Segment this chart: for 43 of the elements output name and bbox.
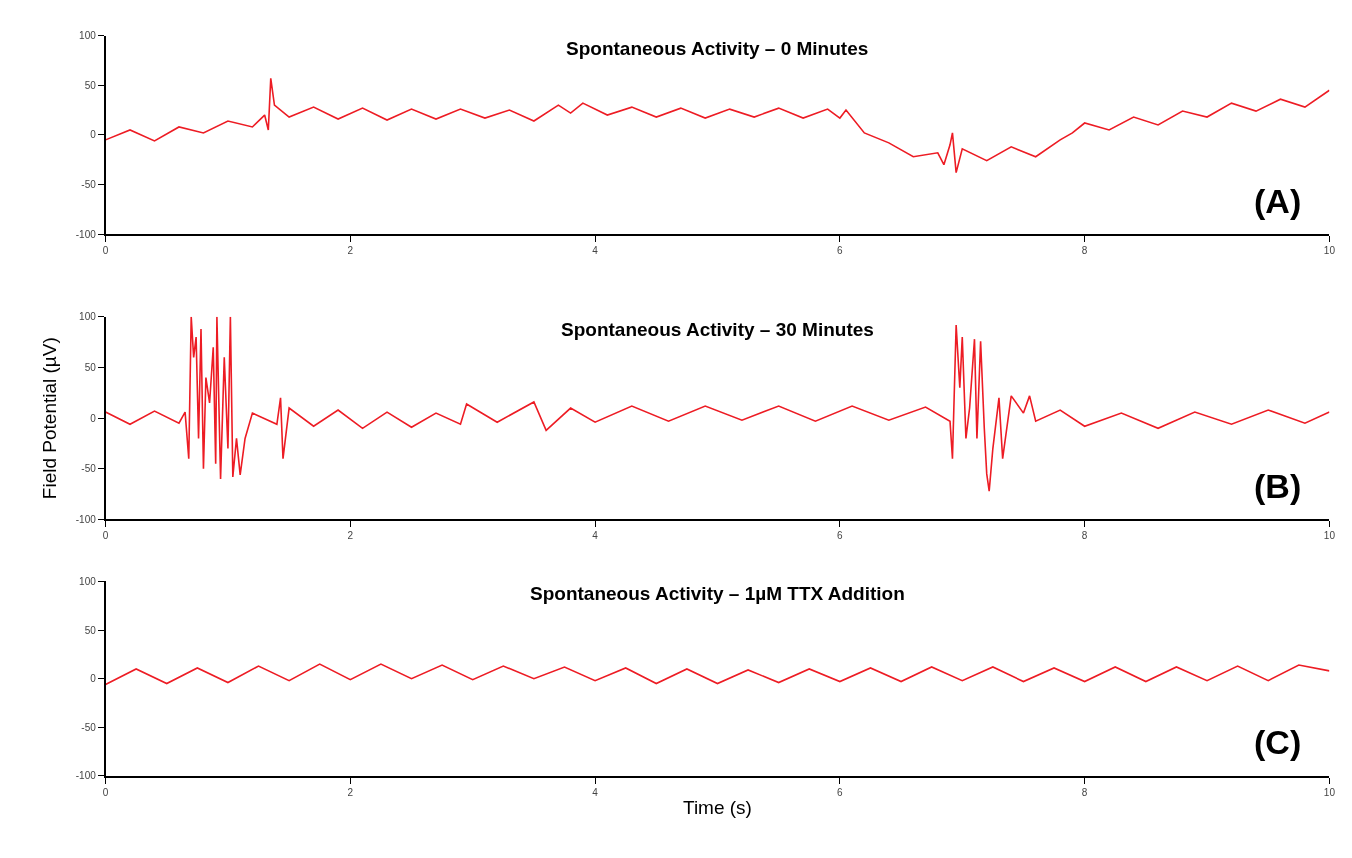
x-tick-label: 0 <box>102 244 109 256</box>
x-tick-label: 8 <box>1081 244 1088 256</box>
y-tick-label: -50 <box>81 463 97 475</box>
y-tick-label: 50 <box>84 79 97 91</box>
y-tick-label: -100 <box>75 513 97 525</box>
x-tick-label: 4 <box>592 244 599 256</box>
x-tick-label: 2 <box>347 530 354 542</box>
x-tick-label: 6 <box>837 244 844 256</box>
annotation: (C) <box>1254 723 1302 761</box>
y-tick-label: 100 <box>79 311 97 323</box>
x-tick-label: 8 <box>1081 786 1088 798</box>
x-tick-label: 4 <box>592 786 599 798</box>
x-tick-label: 10 <box>1323 530 1336 542</box>
y-tick-label: 50 <box>84 362 97 374</box>
y-tick-label: 100 <box>79 30 97 42</box>
x-axis-title: Time (s) <box>683 796 752 818</box>
x-tick-label: 2 <box>347 786 354 798</box>
x-tick-label: 6 <box>837 786 844 798</box>
x-tick-label: 10 <box>1323 244 1336 256</box>
y-tick-label: -50 <box>81 179 97 191</box>
y-axis-title: Field Potential (µV) <box>39 337 61 500</box>
line-series <box>105 663 1330 686</box>
y-tick-label: 0 <box>90 673 97 685</box>
y-tick-label: 100 <box>79 575 97 587</box>
chart-title: Spontaneous Activity – 0 Minutes <box>566 38 869 59</box>
y-tick-label: -100 <box>75 228 97 240</box>
x-tick-label: 2 <box>347 244 354 256</box>
line-series <box>105 77 1330 174</box>
annotation: (A) <box>1254 182 1302 220</box>
x-tick-label: 4 <box>592 530 599 542</box>
y-tick-label: -50 <box>81 721 97 733</box>
x-tick-label: 0 <box>102 786 109 798</box>
x-tick-label: 8 <box>1081 530 1088 542</box>
chart-title: Spontaneous Activity – 1µM TTX Addition <box>530 583 905 604</box>
x-tick-label: 0 <box>102 530 109 542</box>
chart-title: Spontaneous Activity – 30 Minutes <box>561 319 874 340</box>
y-tick-label: -100 <box>75 770 97 782</box>
x-tick-label: 6 <box>837 530 844 542</box>
annotation: (B) <box>1254 467 1302 505</box>
y-tick-label: 0 <box>90 129 97 141</box>
x-tick-label: 10 <box>1323 786 1336 798</box>
y-tick-label: 0 <box>90 412 97 424</box>
y-tick-label: 50 <box>84 624 97 636</box>
